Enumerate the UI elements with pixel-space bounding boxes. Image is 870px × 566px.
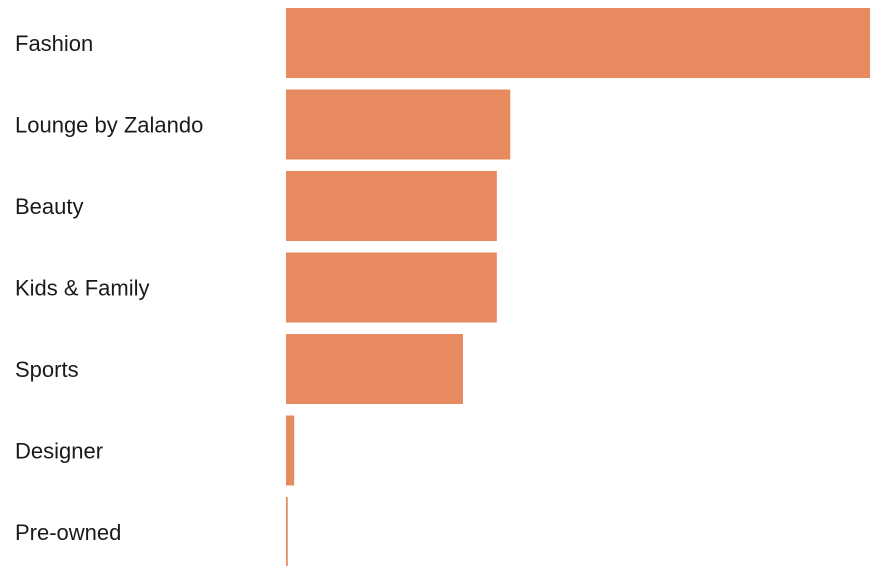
category-label: Sports: [15, 357, 79, 382]
category-label: Beauty: [15, 194, 84, 219]
category-label: Pre-owned: [15, 520, 121, 545]
category-label: Fashion: [15, 31, 93, 56]
bar: [286, 89, 511, 160]
category-label: Lounge by Zalando: [15, 112, 203, 137]
bar: [286, 252, 497, 323]
bar: [286, 415, 295, 486]
category-label: Kids & Family: [15, 275, 149, 300]
bar: [286, 8, 870, 78]
bar: [286, 334, 463, 404]
bar: [286, 497, 288, 566]
bar: [286, 171, 497, 241]
category-label: Designer: [15, 438, 103, 463]
